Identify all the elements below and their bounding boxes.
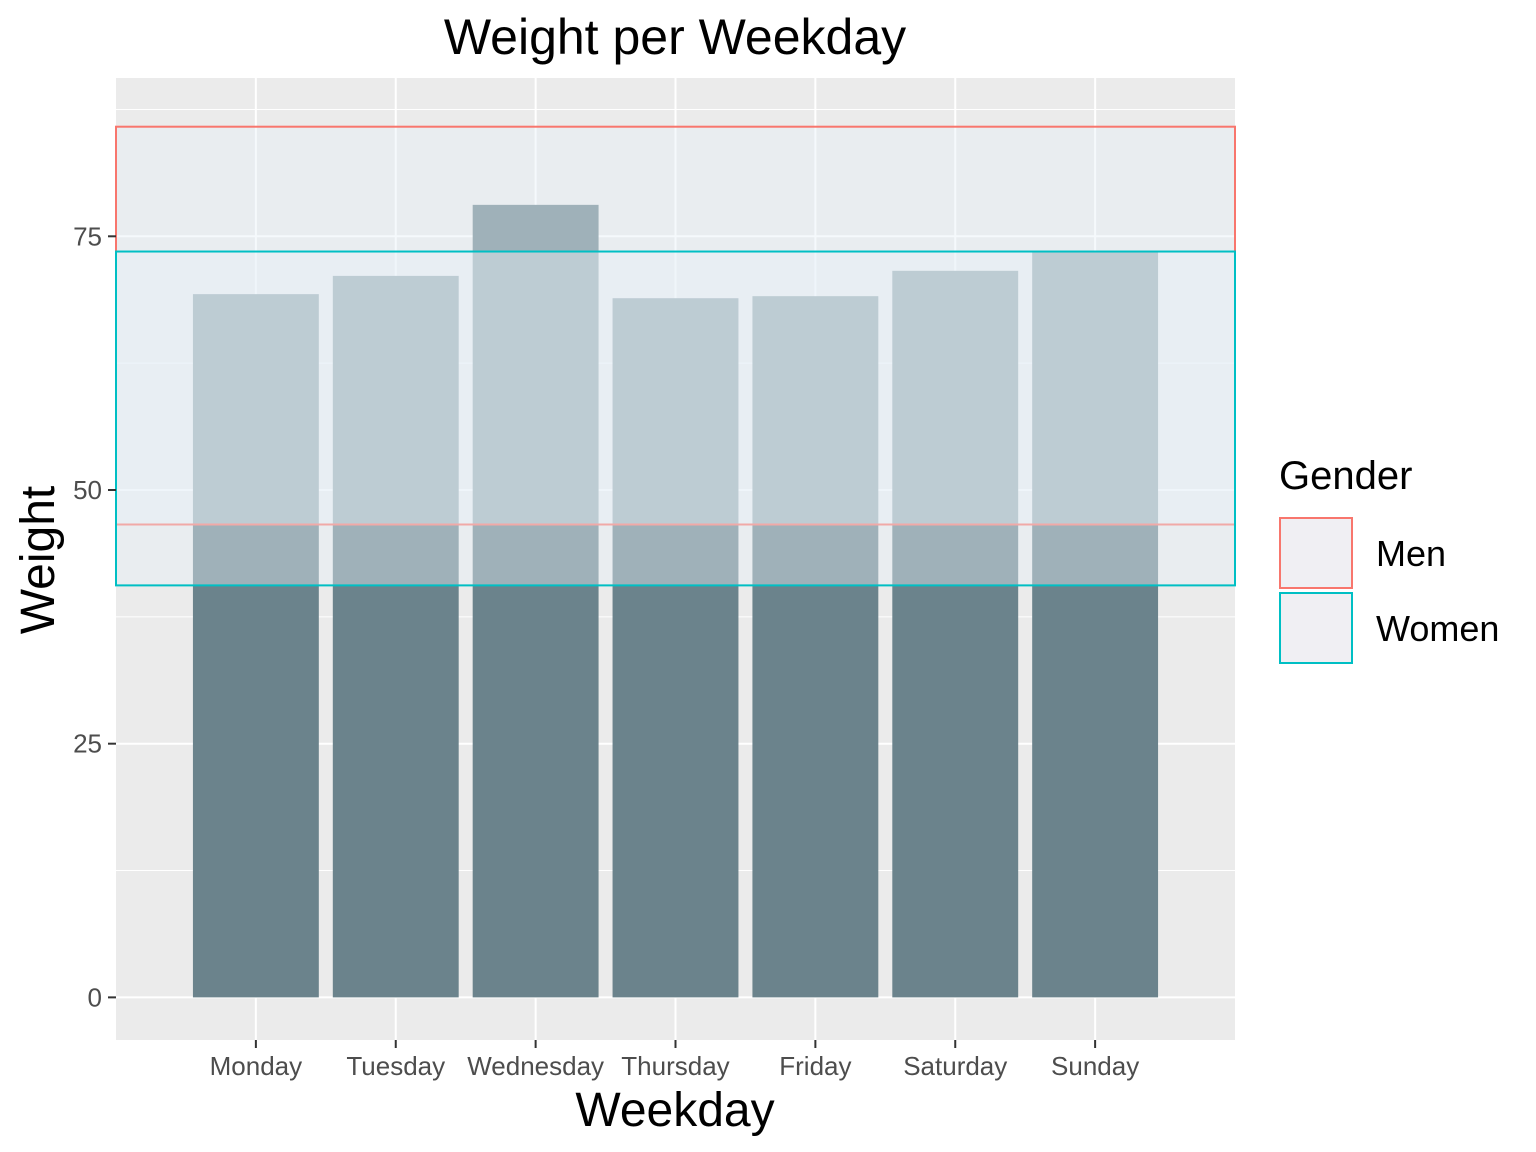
x-axis-title: Weekday <box>575 1084 774 1137</box>
y-axis-title: Weight <box>12 486 65 635</box>
x-tick-label: Wednesday <box>467 1051 604 1081</box>
range-band-women <box>115 250 1236 587</box>
bar-sunday <box>1032 251 1159 998</box>
x-tick-label: Tuesday <box>346 1051 445 1081</box>
legend-label-men: Men <box>1376 533 1446 574</box>
y-tick-label: 75 <box>73 221 102 251</box>
bar-friday <box>752 296 879 998</box>
bar-wednesday <box>472 204 599 998</box>
gender-range-bands <box>115 125 1236 587</box>
bar-thursday <box>612 298 739 998</box>
legend: Gender Men Women <box>1279 454 1499 664</box>
range-band-men <box>115 125 1236 526</box>
legend-key-men <box>1279 517 1353 589</box>
x-axis: Monday Tuesday Wednesday Thursday Friday Satu… <box>210 1040 1139 1081</box>
bar-monday <box>192 294 319 998</box>
y-tick-label: 0 <box>88 982 102 1012</box>
y-tick-label: 25 <box>73 729 102 759</box>
legend-title: Gender <box>1279 454 1412 498</box>
x-tick-label: Sunday <box>1051 1051 1139 1081</box>
legend-label-women: Women <box>1376 608 1499 649</box>
y-axis: 0 25 50 75 <box>73 221 116 1012</box>
y-tick-label: 50 <box>73 475 102 505</box>
chart-title: Weight per Weekday <box>444 9 906 65</box>
x-tick-label: Thursday <box>621 1051 729 1081</box>
x-tick-label: Friday <box>779 1051 851 1081</box>
bars <box>192 204 1159 998</box>
bar-tuesday <box>332 275 459 998</box>
x-tick-label: Monday <box>210 1051 303 1081</box>
x-tick-label: Saturday <box>903 1051 1007 1081</box>
legend-key-women <box>1279 592 1353 664</box>
bar-saturday <box>892 270 1019 998</box>
